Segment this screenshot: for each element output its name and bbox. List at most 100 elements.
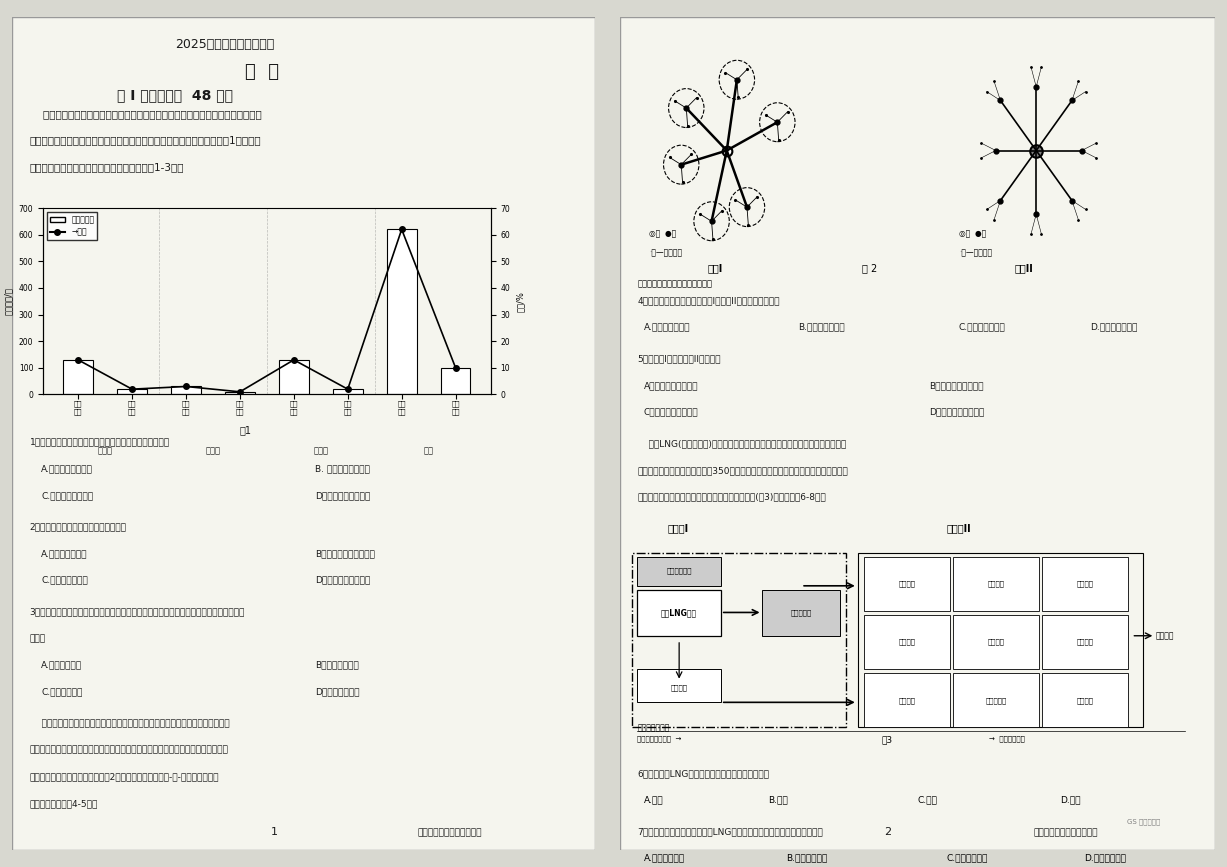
Text: 金属提取: 金属提取 xyxy=(988,639,1005,645)
Text: 产业链I: 产业链I xyxy=(667,524,688,533)
Text: 散冷海水: 散冷海水 xyxy=(671,684,687,691)
Text: 进，部分县级行政区出现人口收缩（人口流失乃至局部空心化）现象。图1为我国城: 进，部分县级行政区出现人口收缩（人口流失乃至局部空心化）现象。图1为我国城 xyxy=(29,135,261,146)
Text: D.科技: D.科技 xyxy=(1060,796,1081,805)
Text: B．优化产业结构: B．优化产业结构 xyxy=(315,661,360,669)
Text: 2．人口显著收缩的县级行政区将会出现: 2．人口显著收缩的县级行政区将会出现 xyxy=(29,523,126,531)
Text: 2025届高考预测卷（二）: 2025届高考预测卷（二） xyxy=(175,38,275,51)
Text: 随着国家对县城和乡村的投资力度增大，县城对乡村地区的服务功能愈发突出，镇逐: 随着国家对县城和乡村的投资力度增大，县城对乡村地区的服务功能愈发突出，镇逐 xyxy=(29,746,228,754)
Text: 温差能发电: 温差能发电 xyxy=(790,610,812,616)
Text: C.生态环境质量不同: C.生态环境质量不同 xyxy=(42,491,93,500)
Text: 市辖区: 市辖区 xyxy=(98,447,113,455)
Text: 淡水淡化: 淡水淡化 xyxy=(898,697,915,703)
Text: 外部电网: 外部电网 xyxy=(1155,631,1174,640)
Text: 措施是: 措施是 xyxy=(29,634,45,643)
Text: D．提升农业占比: D．提升农业占比 xyxy=(315,688,360,696)
Text: A.交通条件的改善: A.交通条件的改善 xyxy=(643,323,690,332)
Text: ◎县  ●镇: ◎县 ●镇 xyxy=(958,230,987,238)
Y-axis label: 城市数量/个: 城市数量/个 xyxy=(4,287,13,316)
Text: 蒸馏提取: 蒸馏提取 xyxy=(988,580,1005,587)
Text: 5．与阶段I相比，阶段II的建制镇: 5．与阶段I相比，阶段II的建制镇 xyxy=(638,355,721,363)
Text: D．劳动年龄人口增加: D．劳动年龄人口增加 xyxy=(315,576,371,585)
FancyBboxPatch shape xyxy=(762,590,839,636)
Text: 市人口收缩型县级行政区数量统计。据此完成1-3题。: 市人口收缩型县级行政区数量统计。据此完成1-3题。 xyxy=(29,162,184,173)
Text: C．商品交易类型减少: C．商品交易类型减少 xyxy=(643,407,698,417)
FancyBboxPatch shape xyxy=(638,669,720,702)
Text: C.人口出生率降低: C.人口出生率降低 xyxy=(42,576,88,585)
Text: 我国县级行政区有市辖区、近郊区、县级市和县域四种类型。随着城镇化不断推: 我国县级行政区有市辖区、近郊区、县级市和县域四种类型。随着城镇化不断推 xyxy=(29,109,261,119)
Text: 层厚较薄海水: 层厚较薄海水 xyxy=(666,568,692,574)
Legend: 口城市数量, →占比: 口城市数量, →占比 xyxy=(47,212,97,240)
Text: C.拓展城区面积: C.拓展城区面积 xyxy=(42,688,82,696)
Text: 阶段I: 阶段I xyxy=(707,263,723,273)
Text: 注：段条越粗，表示空间联系越强: 注：段条越粗，表示空间联系越强 xyxy=(638,279,713,289)
Text: 三重教育联合陕西名校命制: 三重教育联合陕西名校命制 xyxy=(1033,828,1098,838)
Bar xyxy=(279,360,309,394)
Bar xyxy=(118,389,147,394)
FancyBboxPatch shape xyxy=(1042,557,1129,610)
Text: 图 2: 图 2 xyxy=(861,263,877,273)
Text: A.文化教育发展失衡: A.文化教育发展失衡 xyxy=(42,465,93,473)
Text: A．服务空间范围缩小: A．服务空间范围缩小 xyxy=(643,381,698,390)
Bar xyxy=(64,360,93,394)
Text: 抽取深层冷冻水: 抽取深层冷冻水 xyxy=(638,723,670,732)
FancyBboxPatch shape xyxy=(1042,615,1129,669)
Bar xyxy=(225,392,255,394)
FancyBboxPatch shape xyxy=(864,673,950,727)
Text: 收站，液化天然气年处理能力为350万吨，有力保障了华南地区的能源安全。广东省规: 收站，液化天然气年处理能力为350万吨，有力保障了华南地区的能源安全。广东省规 xyxy=(638,466,848,475)
Text: 海水排海: 海水排海 xyxy=(1077,697,1093,703)
Text: 产业链II: 产业链II xyxy=(947,524,972,533)
FancyBboxPatch shape xyxy=(953,673,1039,727)
Text: 三重教育联合陕西名校命制: 三重教育联合陕西名校命制 xyxy=(417,828,482,838)
Text: D．医疗教育水平降低: D．医疗教育水平降低 xyxy=(929,407,984,417)
FancyBboxPatch shape xyxy=(864,615,950,669)
Text: 阶段II: 阶段II xyxy=(1015,263,1033,273)
Text: 氢气制造: 氢气制造 xyxy=(1077,580,1093,587)
Text: 图3: 图3 xyxy=(882,735,893,745)
Bar xyxy=(387,230,416,394)
Text: D．经济水平发展差异: D．经济水平发展差异 xyxy=(315,491,371,500)
Y-axis label: 占比/%: 占比/% xyxy=(515,290,525,312)
Text: ·村—空间联系: ·村—空间联系 xyxy=(958,249,991,257)
Bar xyxy=(171,387,201,394)
Text: 淡水回收: 淡水回收 xyxy=(1077,639,1093,645)
Text: 珠海LNG(液化天然气)项目位于高栏港，是珠江口西岸最大的进口液化天然气接: 珠海LNG(液化天然气)项目位于高栏港，是珠江口西岸最大的进口液化天然气接 xyxy=(638,440,847,448)
Text: B.减轻海水污染: B.减轻海水污染 xyxy=(787,854,827,863)
Text: C.农业规模化推广: C.农业规模化推广 xyxy=(958,323,1006,332)
Text: 4．该县域空间服务结构由阶段I向阶段II的演变直接得益于: 4．该县域空间服务结构由阶段I向阶段II的演变直接得益于 xyxy=(638,297,780,305)
Text: 渐成为城乡建设中的薄弱环节。图2示意广东某典型县域县-镇-村空间服务结构: 渐成为城乡建设中的薄弱环节。图2示意广东某典型县域县-镇-村空间服务结构 xyxy=(29,772,220,781)
FancyBboxPatch shape xyxy=(638,590,720,636)
Text: A.城镇化水平下降: A.城镇化水平下降 xyxy=(42,549,88,558)
Text: 设备冷却: 设备冷却 xyxy=(898,580,915,587)
Text: 6．影响珠海LNG项目落户高栏港的主导区位因素是: 6．影响珠海LNG项目落户高栏港的主导区位因素是 xyxy=(638,769,769,778)
Text: 珠海LNG项目: 珠海LNG项目 xyxy=(661,608,697,617)
Text: 在我国乡村发展历程中，介于县城和乡村之间的建制镇发挥着重要作用。近年来: 在我国乡村发展历程中，介于县城和乡村之间的建制镇发挥着重要作用。近年来 xyxy=(29,719,229,728)
Text: D.降低能源成本: D.降低能源成本 xyxy=(1083,854,1126,863)
Text: B. 人口数量增长不均: B. 人口数量增长不均 xyxy=(315,465,371,473)
Text: 7．与抽取深层海水相比，利用LNG冷能回收进行温差能发电的突出优势是: 7．与抽取深层海水相比，利用LNG冷能回收进行温差能发电的突出优势是 xyxy=(638,827,823,836)
Text: 3．辽宁省鞍山市是显著的人口收缩型城市，为应对人口收缩问题该市可采取的合理措施是: 3．辽宁省鞍山市是显著的人口收缩型城市，为应对人口收缩问题该市可采取的合理措施是 xyxy=(29,608,245,616)
Text: 的演变。据此完成4-5题。: 的演变。据此完成4-5题。 xyxy=(29,799,98,808)
Text: 1．四类县级行政区收缩差异形成的主要原因是不同区域的: 1．四类县级行政区收缩差异形成的主要原因是不同区域的 xyxy=(29,438,169,447)
Bar xyxy=(333,389,363,394)
Bar xyxy=(440,368,470,394)
FancyBboxPatch shape xyxy=(953,557,1039,610)
Text: 划以该项目为依托，拓展海洋资源综合利用产业链(图3)。据此完成6-8题。: 划以该项目为依托，拓展海洋资源综合利用产业链(图3)。据此完成6-8题。 xyxy=(638,492,826,502)
Text: 县域: 县域 xyxy=(423,447,433,455)
Text: C.政策: C.政策 xyxy=(917,796,937,805)
Text: 第 I 卷（选择题  48 分）: 第 I 卷（选择题 48 分） xyxy=(118,88,233,102)
FancyBboxPatch shape xyxy=(864,557,950,610)
Text: GS 扫描全能王: GS 扫描全能王 xyxy=(1126,818,1160,825)
Text: 县级市: 县级市 xyxy=(313,447,329,455)
Text: D.科学技术的创新: D.科学技术的创新 xyxy=(1090,323,1137,332)
Text: A.交通: A.交通 xyxy=(643,796,663,805)
Text: A.减少原料消耗: A.减少原料消耗 xyxy=(643,854,685,863)
Text: 近郊区: 近郊区 xyxy=(205,447,221,455)
FancyBboxPatch shape xyxy=(638,557,720,586)
FancyBboxPatch shape xyxy=(953,615,1039,669)
Text: ◎县  ●镇: ◎县 ●镇 xyxy=(649,230,676,238)
Text: 食品、医药: 食品、医药 xyxy=(985,697,1006,703)
FancyBboxPatch shape xyxy=(1042,673,1129,727)
Text: ·村—空间联系: ·村—空间联系 xyxy=(649,249,682,257)
Text: 地  理: 地 理 xyxy=(245,63,280,81)
Text: 1: 1 xyxy=(271,827,279,838)
